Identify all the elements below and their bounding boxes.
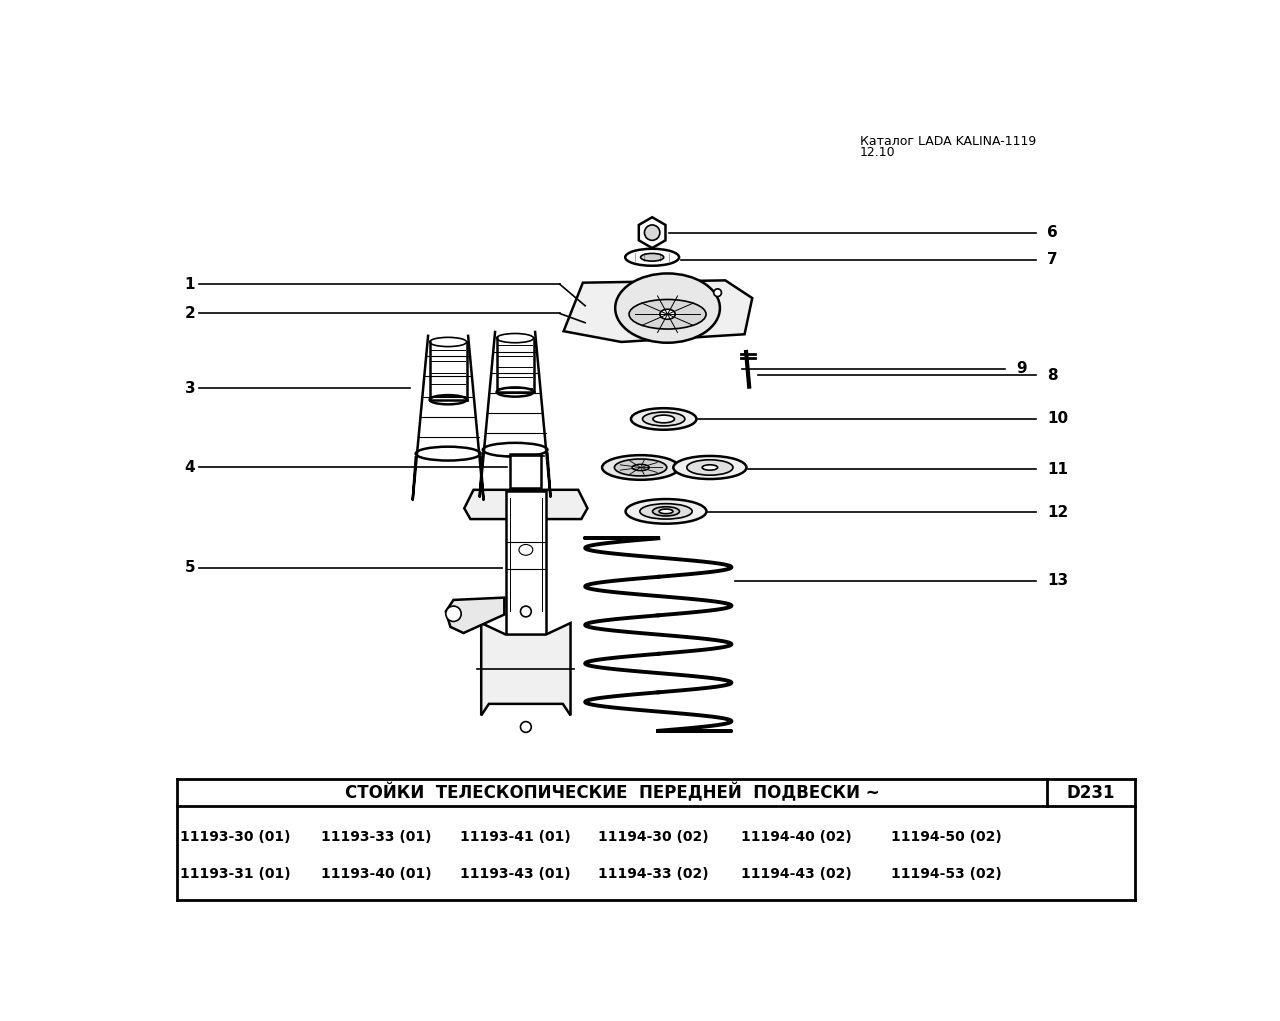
Text: СТОЙКИ  ТЕЛЕСКОПИЧЕСКИЕ  ПЕРЕДНЕЙ  ПОДВЕСКИ ~: СТОЙКИ ТЕЛЕСКОПИЧЕСКИЕ ПЕРЕДНЕЙ ПОДВЕСКИ… [344,783,879,803]
Text: 11193-31 (01): 11193-31 (01) [180,867,291,881]
Ellipse shape [632,465,649,471]
Ellipse shape [497,334,534,343]
Polygon shape [481,623,571,716]
Circle shape [714,289,722,296]
Bar [511,453,541,488]
Ellipse shape [626,499,707,524]
Text: 6: 6 [1047,225,1057,240]
Ellipse shape [660,309,676,320]
Ellipse shape [659,509,673,514]
Text: 11193-43 (01): 11193-43 (01) [460,867,571,881]
Ellipse shape [653,506,680,516]
Text: 11194-53 (02): 11194-53 (02) [891,867,1002,881]
Polygon shape [465,490,588,519]
Polygon shape [639,217,666,248]
Text: 11194-33 (02): 11194-33 (02) [598,867,709,881]
Text: 7: 7 [1047,252,1057,268]
Text: 11: 11 [1047,461,1069,477]
Text: 11193-33 (01): 11193-33 (01) [321,830,431,844]
Text: 12.10: 12.10 [860,146,896,159]
Text: D231: D231 [1066,784,1115,801]
Ellipse shape [430,395,467,404]
Ellipse shape [687,459,733,475]
Ellipse shape [614,459,667,476]
Polygon shape [563,281,753,342]
Ellipse shape [625,249,680,265]
Text: 11194-43 (02): 11194-43 (02) [741,867,851,881]
Text: 9: 9 [1016,361,1027,377]
Text: 4: 4 [184,460,196,475]
Text: 11193-41 (01): 11193-41 (01) [460,830,571,844]
Text: 11194-40 (02): 11194-40 (02) [741,830,851,844]
Ellipse shape [653,416,675,423]
Circle shape [521,606,531,617]
Text: 8: 8 [1047,368,1057,383]
Text: 3: 3 [184,381,196,396]
Text: 11194-50 (02): 11194-50 (02) [891,830,1002,844]
Bar [506,490,545,635]
Circle shape [445,606,461,622]
Ellipse shape [673,456,746,479]
Ellipse shape [703,465,718,471]
Text: 1: 1 [184,277,196,292]
Text: 5: 5 [184,561,196,575]
Ellipse shape [430,337,467,346]
Text: 10: 10 [1047,411,1069,427]
Ellipse shape [416,447,480,460]
Ellipse shape [643,412,685,426]
Ellipse shape [631,408,696,430]
Ellipse shape [602,455,680,480]
Text: 13: 13 [1047,573,1069,588]
Ellipse shape [483,443,548,456]
Ellipse shape [640,503,692,519]
Ellipse shape [616,274,719,343]
Text: Каталог LADA KALINA-1119: Каталог LADA KALINA-1119 [860,135,1037,148]
Text: 11193-40 (01): 11193-40 (01) [321,867,431,881]
Circle shape [521,722,531,732]
Ellipse shape [640,253,664,261]
Polygon shape [445,597,504,633]
Circle shape [644,225,660,240]
Ellipse shape [628,299,707,329]
Ellipse shape [497,387,534,396]
Text: 11193-30 (01): 11193-30 (01) [180,830,291,844]
Text: 12: 12 [1047,504,1069,520]
Text: 11194-30 (02): 11194-30 (02) [598,830,709,844]
Text: 2: 2 [184,306,196,321]
